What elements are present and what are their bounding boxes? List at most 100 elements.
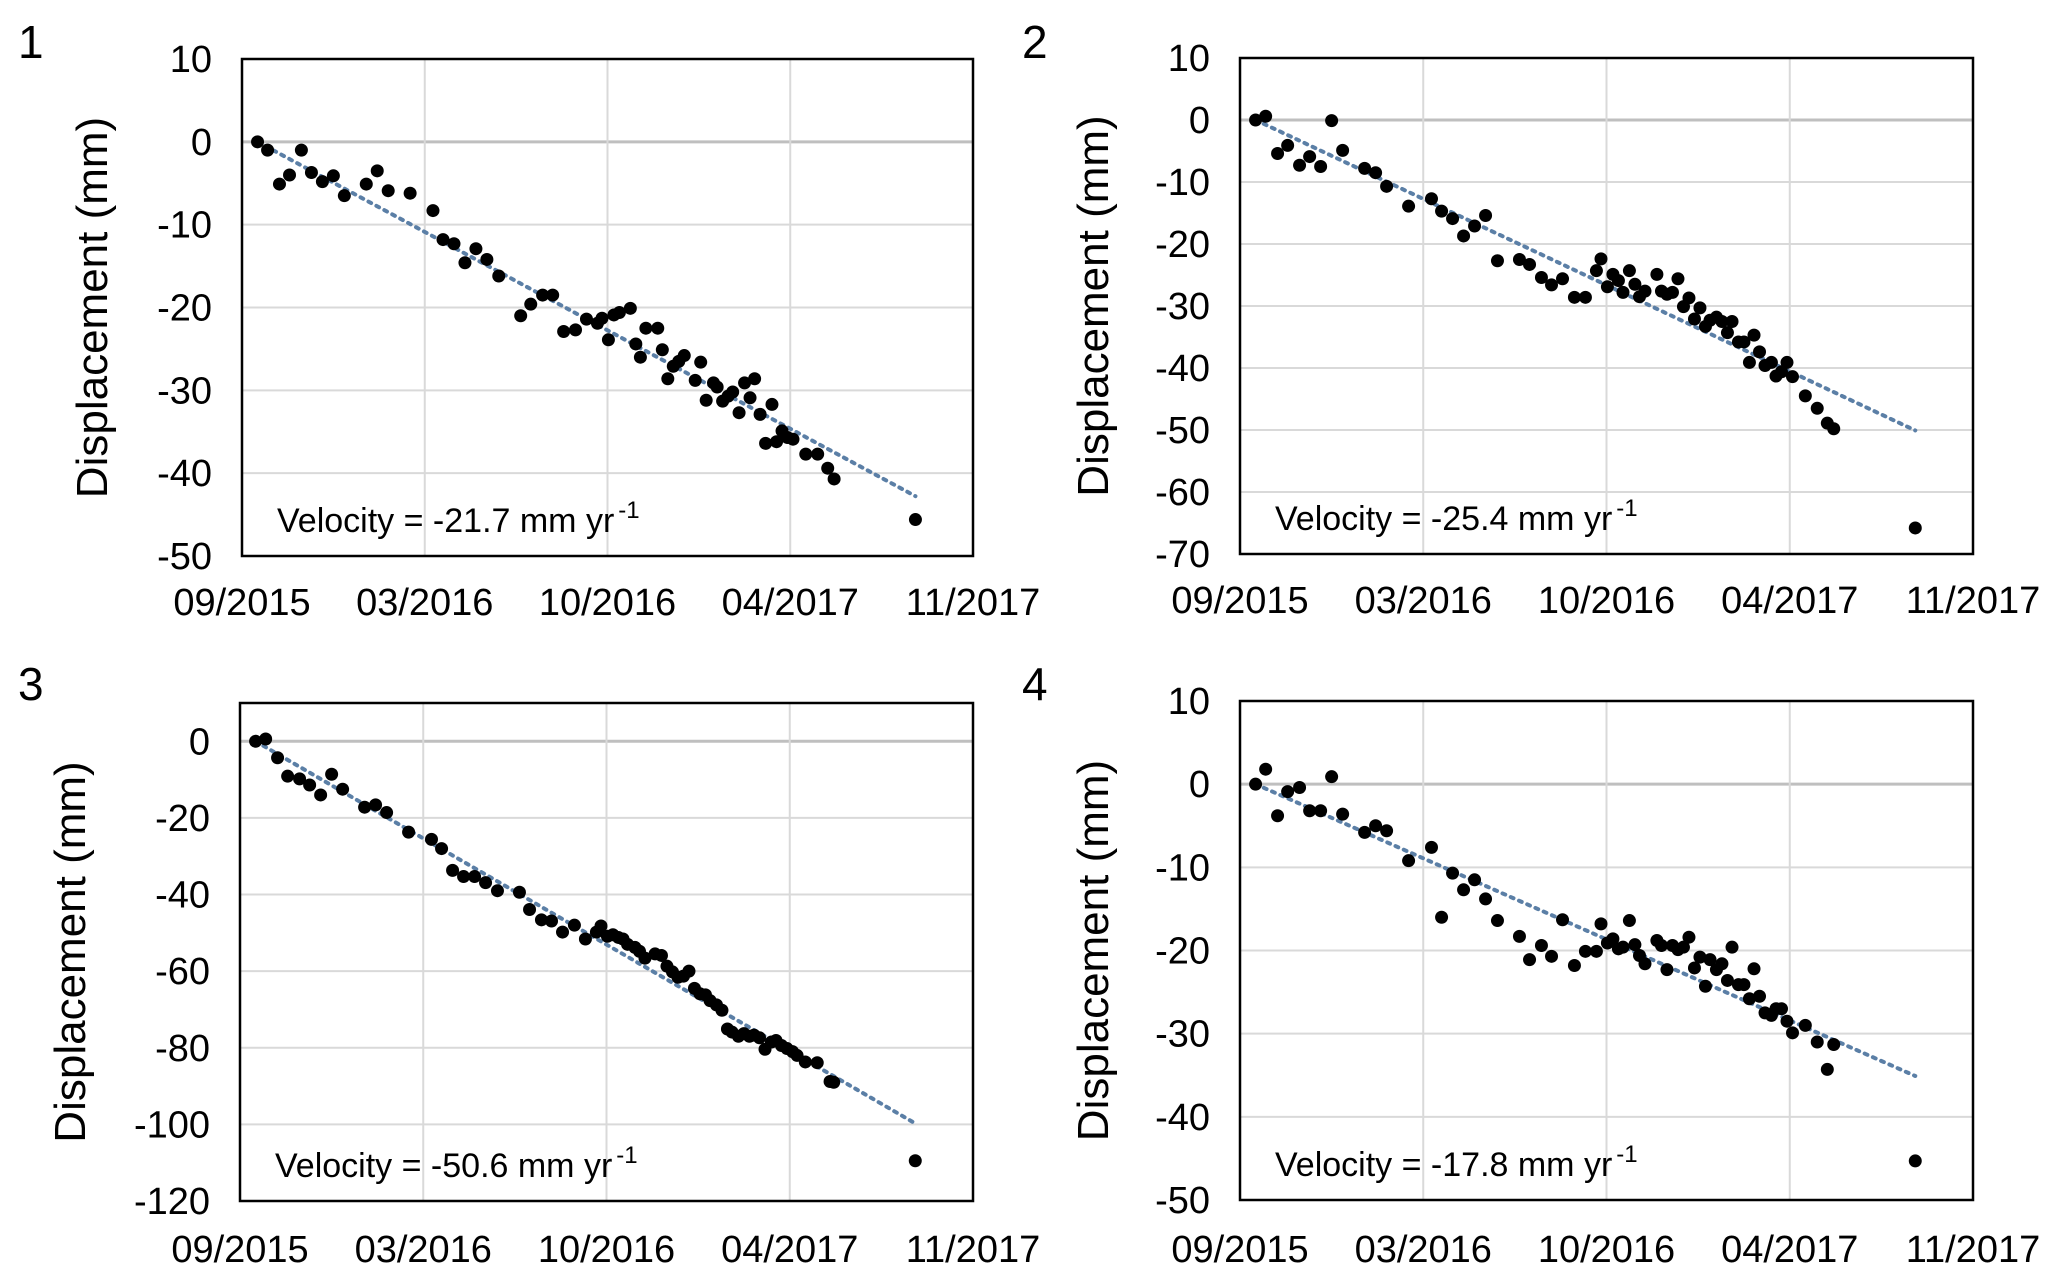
y-tick-label: 0 (191, 122, 212, 164)
data-point (1303, 804, 1317, 818)
y-tick-label: -10 (1155, 162, 1210, 204)
data-point (827, 1075, 841, 1089)
data-point (536, 288, 550, 302)
data-point (743, 391, 757, 405)
y-tick-label: -30 (157, 370, 212, 412)
data-point (271, 751, 285, 765)
data-point (492, 269, 506, 283)
data-point (1638, 957, 1652, 971)
data-point (1715, 315, 1729, 328)
y-tick-label: -50 (1155, 410, 1210, 452)
x-tick-label: 04/2017 (1721, 1229, 1858, 1271)
data-point (1720, 973, 1734, 987)
data-point (1523, 257, 1537, 271)
y-tick-label: -10 (1155, 847, 1210, 889)
y-tick-label: 10 (170, 39, 212, 81)
data-point (1578, 290, 1592, 304)
data-point (1556, 272, 1570, 286)
y-tick-label: -40 (157, 453, 212, 495)
data-point (435, 842, 449, 856)
data-point (336, 782, 350, 796)
y-tick-label: -50 (157, 536, 212, 578)
data-point (1827, 1037, 1841, 1051)
x-tick-label: 11/2017 (906, 582, 1041, 624)
data-point (1336, 143, 1350, 157)
x-tick-label: 09/2015 (171, 1229, 308, 1271)
data-point (1281, 785, 1295, 799)
data-point (556, 925, 570, 939)
data-point (337, 189, 351, 203)
x-tick-label: 04/2017 (1721, 580, 1858, 622)
data-point (1457, 229, 1471, 243)
data-point (303, 778, 317, 792)
x-tick-label: 10/2016 (1538, 1229, 1675, 1271)
data-point (799, 447, 813, 461)
data-point (251, 135, 265, 149)
data-point (710, 380, 724, 394)
data-point (1512, 253, 1526, 266)
data-point (380, 806, 394, 820)
data-point (1785, 370, 1799, 384)
data-point (490, 884, 504, 898)
data-point (1402, 199, 1416, 213)
data-point (424, 832, 438, 846)
data-point (283, 168, 297, 182)
data-point (272, 177, 286, 191)
x-tick-label: 09/2015 (173, 582, 310, 624)
data-point (1742, 992, 1756, 1006)
data-point (1622, 264, 1636, 278)
data-point (1764, 355, 1778, 369)
x-tick-label: 10/2016 (538, 1229, 675, 1271)
y-tick-label: -20 (1155, 224, 1210, 266)
data-point (1698, 979, 1712, 993)
plot-frame (1238, 56, 1975, 556)
data-point (629, 337, 643, 351)
data-point (1628, 277, 1642, 291)
data-point (1556, 913, 1570, 927)
data-point (748, 372, 762, 386)
data-point (534, 913, 548, 927)
data-point (1908, 521, 1922, 535)
velocity-unit-superscript: -1 (1616, 495, 1637, 522)
data-point (304, 165, 318, 179)
velocity-annotation: Velocity = -50.6 mm yr -1 (275, 1142, 638, 1185)
data-point (381, 184, 395, 198)
velocity-text: Velocity = -21.7 mm yr (277, 502, 614, 540)
data-point (1369, 819, 1383, 833)
data-point (908, 513, 922, 527)
data-point (732, 406, 746, 420)
data-point (1479, 892, 1493, 906)
data-point (1293, 780, 1307, 794)
data-point (1611, 274, 1625, 288)
data-point (1820, 1062, 1834, 1076)
data-point (370, 164, 384, 178)
data-point (677, 349, 691, 363)
data-point (426, 204, 440, 218)
data-point (358, 800, 372, 814)
data-point (1594, 917, 1608, 931)
data-point (369, 798, 383, 812)
data-point (403, 186, 417, 200)
data-point (623, 301, 637, 315)
data-point (1780, 355, 1794, 369)
data-point (479, 876, 493, 890)
data-point (1715, 957, 1729, 971)
x-tick-label: 11/2017 (1906, 580, 2041, 622)
data-point (1747, 328, 1761, 342)
data-point (765, 397, 779, 411)
y-axis-label: Displacement (mm) (68, 117, 117, 498)
data-point (293, 772, 307, 786)
data-point (1671, 272, 1685, 286)
data-point (1628, 938, 1642, 952)
data-point (1676, 940, 1690, 954)
data-point (1682, 291, 1696, 305)
data-point (546, 288, 560, 302)
y-axis-label: Displacement (mm) (46, 761, 95, 1142)
data-point (569, 323, 583, 337)
y-tick-label: -20 (155, 798, 210, 840)
y-tick-label: -30 (1155, 286, 1210, 328)
data-point (447, 237, 461, 251)
y-tick-label: -120 (134, 1181, 210, 1223)
data-point (1638, 284, 1652, 298)
